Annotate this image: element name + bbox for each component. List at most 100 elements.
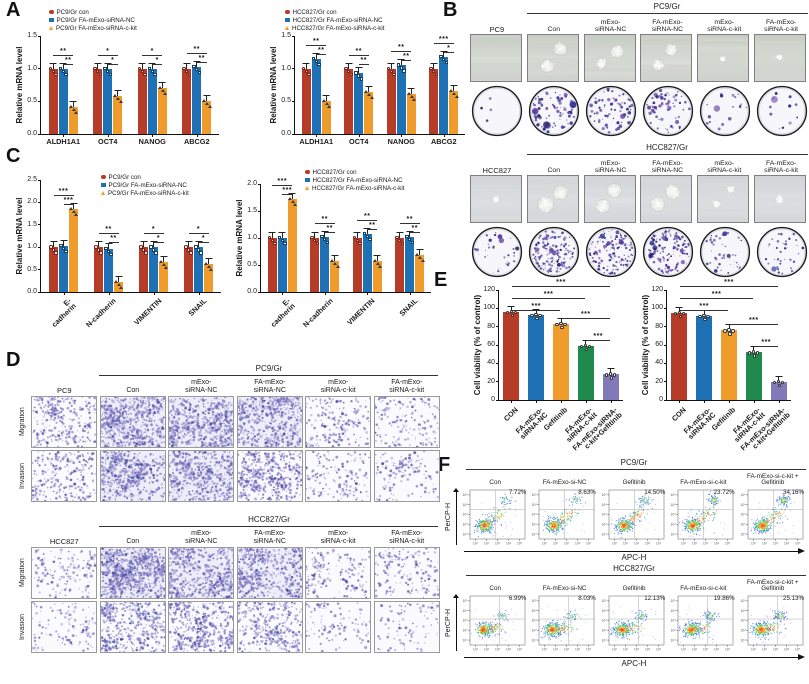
bar — [147, 62, 157, 134]
legend-item: PC9/Gr FA-mExo-siRNA-NC — [101, 181, 189, 189]
bar — [354, 67, 364, 134]
data-point-marker — [140, 69, 144, 74]
y-tick-label: 1.5 — [247, 207, 257, 214]
bar — [321, 95, 332, 134]
transwell-image — [305, 601, 371, 653]
treatment-label: Con — [126, 386, 140, 394]
error-bar — [185, 241, 192, 247]
data-point-marker — [161, 262, 166, 266]
legend-item: PC9/Gr con — [49, 8, 137, 16]
bar — [104, 242, 113, 292]
transwell-block-hcc827: HCC827/Gr HCC827 Con mExo- siRNA-NC FA-mExo-… — [16, 515, 440, 653]
data-point-marker — [149, 245, 153, 249]
column-labels: HCC827 Con mExo- siRNA-NC FA-mExo- siRNA-NC… — [470, 156, 808, 175]
data-point-marker — [104, 246, 108, 250]
legend-marker — [101, 182, 106, 188]
data-point-marker — [48, 66, 53, 71]
x-tick — [198, 292, 200, 295]
y-tick-label: 0.0 — [27, 130, 37, 137]
data-point-marker — [330, 258, 335, 262]
x-tick — [511, 400, 513, 403]
y-axis-label: Relative mRNA level — [15, 46, 24, 124]
chart-legend: PC9/Gr con PC9/Gr FA-mExo-siRNA-NC PC9/Gr … — [49, 8, 137, 32]
legend-item: HCC827/Gr con — [305, 168, 404, 176]
bar — [194, 241, 203, 292]
significance-bracket: * — [142, 48, 163, 56]
data-point-marker — [369, 95, 374, 99]
quadrant-percentage: 7.72% — [508, 489, 527, 496]
transwell-image — [31, 396, 97, 448]
bar — [287, 193, 298, 292]
bar — [429, 62, 439, 134]
data-point-marker — [731, 329, 735, 333]
y-tick — [38, 269, 41, 271]
y-axis-label: Relative mRNA level — [15, 197, 24, 275]
legend-label: PC9/Gr FA-mExo-siRNA-NC — [108, 181, 187, 189]
data-point-marker — [71, 107, 76, 111]
data-point-marker — [612, 373, 617, 377]
legend-label: HCC827/Gr FA-mExo-siRNA-c-kit — [312, 184, 405, 192]
bar — [139, 241, 148, 292]
y-tick-label: 1.0 — [27, 243, 37, 251]
error-bar — [321, 230, 329, 237]
group-header: PC9/Gr — [470, 2, 808, 15]
colony-block-hcc827: HCC827/Gr HCC827 Con mExo- siRNA-NC FA-mExo-… — [470, 143, 809, 278]
data-point-marker — [185, 69, 189, 74]
error-bar — [406, 230, 414, 237]
x-tick — [196, 134, 198, 137]
y-tick — [38, 133, 41, 135]
data-point-marker — [444, 60, 449, 65]
group-underline — [466, 469, 806, 470]
data-point-marker — [335, 264, 340, 268]
error-bar — [532, 308, 540, 315]
significance-bracket: ** — [348, 48, 369, 56]
bar — [344, 62, 354, 134]
significance-bracket: ** — [401, 53, 412, 62]
x-tick — [358, 134, 360, 137]
transwell-image — [99, 547, 166, 599]
significance-bracket: ** — [399, 216, 420, 224]
legend-marker — [101, 191, 105, 195]
y-tick — [496, 307, 499, 309]
significance-bracket: *** — [282, 187, 293, 196]
x-tick — [401, 134, 403, 137]
x-tick — [153, 292, 155, 295]
bar — [48, 62, 58, 134]
quadrant-percentage: 8.03% — [578, 595, 596, 602]
y-tick — [496, 381, 499, 383]
treatment-label: FA-mExo- siRNA-NC — [651, 18, 684, 33]
data-point-marker — [51, 69, 55, 74]
bar — [114, 276, 124, 292]
group-header: HCC827/Gr — [470, 143, 808, 156]
error-bar — [507, 306, 515, 312]
x-tick — [679, 400, 681, 403]
data-point-marker — [71, 210, 76, 214]
data-point-marker — [270, 239, 274, 243]
data-point-marker — [559, 321, 563, 326]
data-point-marker — [280, 239, 284, 243]
bar-group: * * — [176, 180, 221, 295]
data-point-marker — [323, 237, 327, 242]
y-tick — [258, 291, 261, 293]
data-point-marker — [396, 63, 401, 67]
y-tick-label: 80 — [487, 322, 495, 330]
data-point-marker — [429, 66, 433, 71]
bar-group: *** *** — [261, 178, 304, 295]
data-point-marker — [454, 94, 459, 98]
data-point-marker — [372, 259, 377, 263]
data-point-marker — [368, 237, 372, 242]
transwell-image — [236, 547, 303, 599]
transwell-image — [99, 396, 166, 448]
data-point-marker — [194, 245, 198, 249]
error-bar — [416, 249, 424, 255]
y-tick — [664, 399, 667, 401]
data-point-marker — [96, 69, 100, 74]
treatment-label: mExo- siRNA-c-kit — [707, 159, 742, 174]
y-tick — [292, 68, 295, 70]
bar — [68, 100, 79, 134]
x-tick — [536, 400, 538, 403]
data-point-marker — [510, 314, 515, 318]
quadrant-percentage: 34.16% — [783, 489, 804, 496]
legend-label: PC9/Gr FA-mExo-siRNA-c-kit — [108, 189, 189, 197]
data-point-marker — [604, 373, 609, 377]
